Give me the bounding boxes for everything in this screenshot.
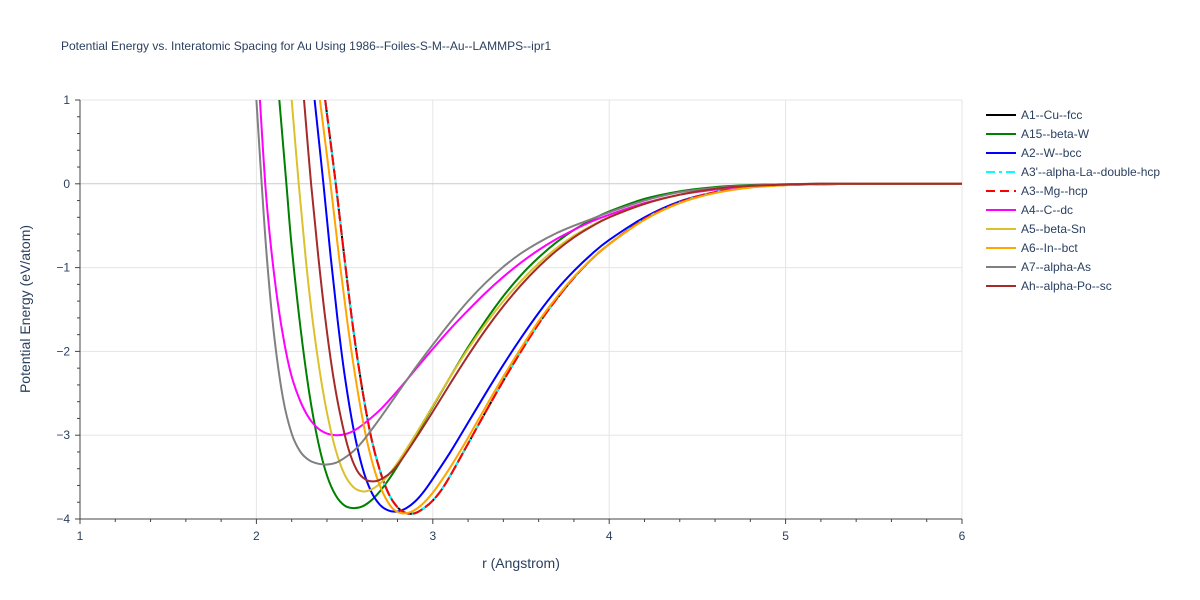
legend-item-ah-alpha-po-sc[interactable]: Ah--alpha-Po--sc (986, 279, 1112, 293)
x-tick-label: 4 (606, 529, 613, 543)
chart-title: Potential Energy vs. Interatomic Spacing… (61, 39, 552, 53)
legend-label: Ah--alpha-Po--sc (1021, 279, 1112, 293)
y-tick-label: −2 (56, 344, 70, 358)
y-axis-title: Potential Energy (eV/atom) (17, 225, 33, 393)
series-line-ah-alpha-po-sc (303, 100, 962, 483)
legend-label: A6--In--bct (1021, 241, 1078, 255)
legend-item-a15-beta-w[interactable]: A15--beta-W (986, 127, 1090, 141)
series-line-a6-in-bct (318, 100, 962, 515)
x-axis-title: r (Angstrom) (482, 555, 560, 571)
axis-layer: 1 2 3 4 5 6 1 0 −1 −2 −3 −4 (56, 93, 965, 543)
x-tick-label: 3 (429, 529, 436, 543)
series-line-a2-w-bcc (313, 100, 962, 513)
legend-item-a7-alpha-as[interactable]: A7--alpha-As (986, 260, 1091, 274)
y-tick-label: 1 (63, 93, 70, 107)
series-line-a3-mg-hcp (324, 100, 962, 515)
series-line-a1-cu-fcc (324, 100, 962, 515)
legend-label: A3--Mg--hcp (1021, 184, 1088, 198)
legend[interactable]: A1--Cu--fcc A15--beta-W A2--W--bcc A3'--alp… (986, 108, 1160, 293)
legend-item-a3-alpha-la-double-hcp[interactable]: A3'--alpha-La--double-hcp (986, 165, 1160, 179)
legend-item-a2-w-bcc[interactable]: A2--W--bcc (986, 146, 1081, 160)
series-line-a5-beta-sn (290, 100, 962, 493)
x-tick-label: 5 (782, 529, 789, 543)
x-tick-label: 1 (77, 529, 84, 543)
series-layer (255, 100, 962, 515)
legend-item-a3-mg-hcp[interactable]: A3--Mg--hcp (986, 184, 1088, 198)
y-tick-label: −3 (56, 428, 70, 442)
series-line-a7-alpha-as (255, 100, 962, 466)
x-tick-label: 2 (253, 529, 260, 543)
legend-label: A3'--alpha-La--double-hcp (1021, 165, 1160, 179)
legend-item-a6-in-bct[interactable]: A6--In--bct (986, 241, 1078, 255)
y-tick-label: 0 (63, 177, 70, 191)
x-tick-label: 6 (959, 529, 966, 543)
legend-label: A15--beta-W (1021, 127, 1090, 141)
y-tick-label: −1 (56, 261, 70, 275)
grid-layer (80, 99, 963, 519)
legend-label: A1--Cu--fcc (1021, 108, 1082, 122)
series-line-a15-beta-w (278, 100, 962, 510)
legend-label: A4--C--dc (1021, 203, 1073, 217)
legend-item-a5-beta-sn[interactable]: A5--beta-Sn (986, 222, 1086, 236)
legend-label: A7--alpha-As (1021, 260, 1091, 274)
legend-item-a4-c-dc[interactable]: A4--C--dc (986, 203, 1073, 217)
legend-label: A2--W--bcc (1021, 146, 1081, 160)
series-line-a3-alpha-la-double-hcp (324, 100, 962, 515)
legend-label: A5--beta-Sn (1021, 222, 1086, 236)
y-tick-label: −4 (56, 512, 70, 526)
legend-item-a1-cu-fcc[interactable]: A1--Cu--fcc (986, 108, 1082, 122)
